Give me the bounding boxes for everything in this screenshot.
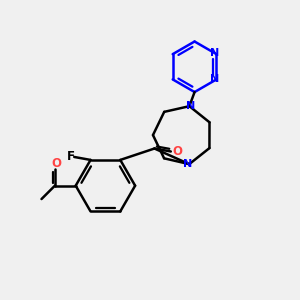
Text: N: N xyxy=(210,74,220,84)
Text: N: N xyxy=(186,101,196,111)
Text: N: N xyxy=(183,159,192,169)
Text: O: O xyxy=(172,145,182,158)
Text: F: F xyxy=(67,151,75,164)
Text: N: N xyxy=(210,48,220,58)
Text: O: O xyxy=(51,158,62,170)
